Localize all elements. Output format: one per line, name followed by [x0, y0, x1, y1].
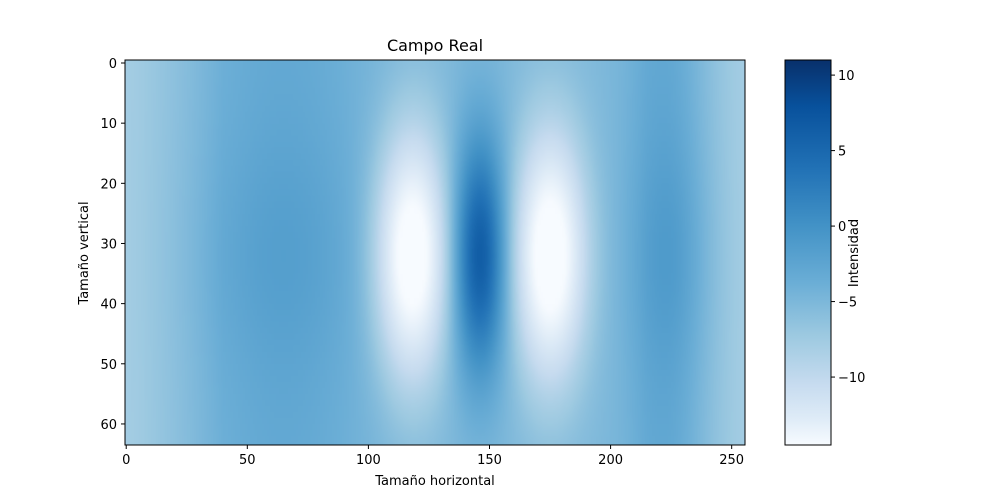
heatmap-area [124, 59, 746, 446]
y-axis: 0 10 20 30 40 50 60 [100, 57, 125, 433]
colorbar-tick-label: 10 [838, 69, 855, 84]
x-axis-label: Tamaño horizontal [374, 474, 495, 489]
x-tick-label: 150 [477, 453, 502, 468]
x-tick-label: 200 [598, 453, 623, 468]
x-tick-label: 0 [122, 453, 130, 468]
x-axis: 0 50 100 150 200 250 [122, 445, 744, 468]
colorbar: 10 5 0 −5 −10 Intensidad [784, 59, 865, 446]
chart-title: Campo Real [387, 36, 483, 55]
colorbar-label: Intensidad [847, 219, 862, 287]
y-tick-label: 30 [100, 237, 117, 252]
plot-frame [124, 59, 746, 446]
y-tick-label: 60 [100, 418, 117, 433]
y-axis-label: Tamaño vertical [77, 201, 92, 305]
y-tick-label: 10 [100, 117, 117, 132]
x-tick-label: 50 [239, 453, 256, 468]
colorbar-tick-label: −10 [838, 371, 865, 386]
colorbar-tick-label: 0 [838, 220, 846, 235]
x-tick-label: 100 [356, 453, 381, 468]
heatmap-cells [125, 60, 745, 445]
colorbar-tick-label: 5 [838, 145, 846, 160]
y-tick-label: 40 [100, 298, 117, 313]
colorbar-gradient [784, 59, 832, 446]
x-tick-label: 250 [719, 453, 744, 468]
colorbar-tick-label: −5 [838, 296, 857, 311]
colorbar-ticks: 10 5 0 −5 −10 [831, 69, 865, 386]
y-tick-label: 0 [109, 57, 117, 72]
y-tick-label: 50 [100, 358, 117, 373]
y-tick-label: 20 [100, 177, 117, 192]
